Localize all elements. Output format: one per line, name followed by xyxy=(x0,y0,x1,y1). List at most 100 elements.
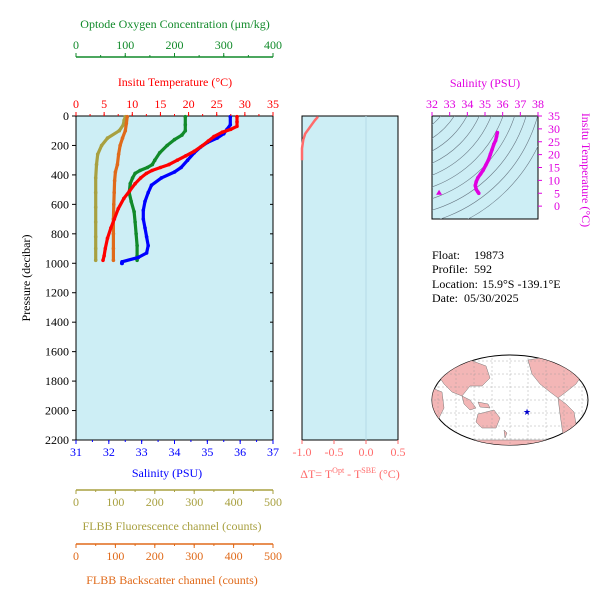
delta-t-title-main: ΔT= T xyxy=(300,467,333,481)
ts-temperature-axis-title: Insitu Temperature (°C) xyxy=(579,113,593,227)
salinity-point xyxy=(144,251,149,255)
fluorescence-point xyxy=(94,162,99,167)
backscatter-point xyxy=(115,162,120,167)
delta-t-tick-label: 0.5 xyxy=(391,445,406,459)
ts-salinity-tick-label: 38 xyxy=(532,97,544,111)
fluorescence-point xyxy=(105,136,110,140)
ts-salinity-tick-label: 35 xyxy=(479,97,491,111)
pressure-tick-label: 1000 xyxy=(45,256,69,270)
salinity-tick-label: 34 xyxy=(169,445,181,459)
salinity-point xyxy=(146,243,150,248)
float-location-marker: ★ xyxy=(523,407,531,417)
fluorescence-point xyxy=(93,235,98,239)
ts-salinity-tick-label: 34 xyxy=(461,97,473,111)
backscatter-point xyxy=(118,143,122,148)
temperature-point xyxy=(192,149,196,154)
oxygen-point xyxy=(133,220,137,224)
ts-point xyxy=(486,158,491,162)
ts-temperature-tick-label: 30 xyxy=(548,122,560,136)
profile-panel: 0200400600800100012001400160018002000220… xyxy=(19,17,282,587)
fluorescence-point xyxy=(93,258,98,263)
pressure-tick-label: 1400 xyxy=(45,315,69,329)
pressure-tick-label: 2200 xyxy=(45,433,69,447)
ts-point xyxy=(488,152,493,157)
ts-contour xyxy=(362,46,422,106)
salinity-tick-label: 32 xyxy=(103,445,115,459)
temperature-point xyxy=(101,258,105,263)
salinity-point xyxy=(143,226,147,230)
temperature-tick-label: 15 xyxy=(154,97,166,111)
fluorescence-axis-title: FLBB Fluorescence channel (counts) xyxy=(83,519,262,533)
oxygen-tick-label: 100 xyxy=(116,38,134,52)
backscatter-tick-label: 200 xyxy=(146,549,164,563)
fluorescence-tick-label: 100 xyxy=(106,495,124,509)
float-label: Float: xyxy=(432,248,460,262)
ts-contour xyxy=(351,35,433,117)
pressure-tick-label: 0 xyxy=(63,109,69,123)
salinity-point xyxy=(143,199,147,204)
ts-point xyxy=(474,179,479,184)
backscatter-point xyxy=(123,128,128,133)
ts-salinity-tick-label: 32 xyxy=(426,97,438,111)
backscatter-point xyxy=(120,136,125,140)
temperature-tick-label: 10 xyxy=(126,97,138,111)
pressure-tick-label: 1800 xyxy=(45,374,69,388)
delta-t-plot-area xyxy=(301,115,399,441)
salinity-point xyxy=(159,176,164,180)
oxygen-point xyxy=(134,232,138,236)
oxygen-point xyxy=(132,209,136,214)
backscatter-point xyxy=(124,121,129,126)
temperature-point xyxy=(167,162,171,167)
ts-point xyxy=(494,134,499,139)
ts-temperature-tick-label: 5 xyxy=(554,186,560,200)
profile-label: Profile: xyxy=(432,262,468,276)
pressure-tick-label: 1600 xyxy=(45,345,69,359)
fluorescence-point xyxy=(93,220,98,224)
delta-t-tick-label: -1.0 xyxy=(293,445,312,459)
ts-point xyxy=(495,130,500,135)
fluorescence-point xyxy=(93,205,98,210)
temperature-point xyxy=(103,246,108,251)
salinity-tick-label: 33 xyxy=(136,445,148,459)
fluorescence-tick-label: 0 xyxy=(73,495,79,509)
backscatter-point xyxy=(111,258,116,263)
temperature-point xyxy=(235,124,239,129)
delta-t-series-group xyxy=(300,115,319,161)
salinity-point xyxy=(172,170,177,174)
profile-value: 592 xyxy=(474,262,492,276)
oxygen-point xyxy=(183,123,188,127)
ts-point xyxy=(484,163,488,167)
fluorescence-point xyxy=(93,176,98,180)
backscatter-tick-label: 0 xyxy=(73,549,79,563)
delta-t-axis-title: ΔT= TOpt - TSBE (°C) xyxy=(300,466,400,481)
temperature-point xyxy=(220,130,225,134)
salinity-axis-title: Salinity (PSU) xyxy=(132,466,202,480)
temperature-point xyxy=(235,120,239,124)
temperature-tick-label: 0 xyxy=(73,97,79,111)
delta-t-tick-label: 0.0 xyxy=(359,445,374,459)
ts-temperature-tick-label: 25 xyxy=(548,135,560,149)
backscatter-point xyxy=(113,170,118,174)
delta-t-title-sup1: Opt xyxy=(332,466,345,475)
fluorescence-point xyxy=(122,118,126,123)
oxygen-point xyxy=(130,176,135,180)
delta-t-tick-label: -0.5 xyxy=(325,445,344,459)
temperature-point xyxy=(127,189,132,193)
temperature-point xyxy=(102,254,106,258)
fluorescence-point xyxy=(93,246,98,251)
location-label: Location: xyxy=(432,277,478,291)
ts-salinity-tick-label: 33 xyxy=(444,97,456,111)
ts-point xyxy=(481,168,486,172)
fluorescence-tick-label: 200 xyxy=(146,495,164,509)
fluorescence-point xyxy=(99,143,104,148)
salinity-point xyxy=(144,235,149,239)
temperature-point xyxy=(144,171,149,176)
ts-point xyxy=(476,190,480,194)
oxygen-point xyxy=(138,168,142,173)
backscatter-point xyxy=(112,179,117,183)
backscatter-point xyxy=(116,152,121,157)
ts-salinity-axis: 32 33 34 35 36 37 38 xyxy=(426,97,544,116)
ts-salinity-axis-title: Salinity (PSU) xyxy=(450,76,520,90)
oxygen-tick-label: 300 xyxy=(215,38,233,52)
